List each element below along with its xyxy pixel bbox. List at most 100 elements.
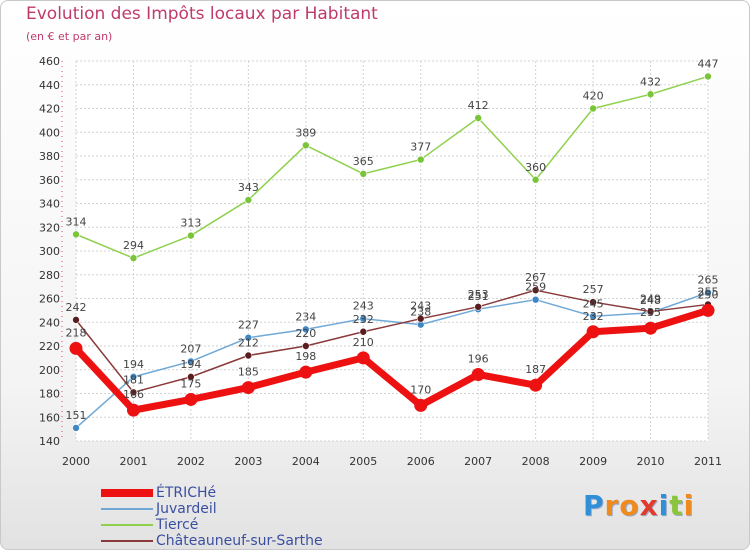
y-tick-label: 160: [39, 411, 60, 424]
data-label: 232: [583, 310, 604, 323]
y-tick-label: 240: [39, 316, 60, 329]
data-point: [187, 231, 195, 240]
y-tick-label: 460: [39, 55, 60, 68]
data-label: 377: [410, 141, 431, 154]
data-label: 257: [583, 283, 604, 296]
chart-title: Evolution des Impôts locaux par Habitant: [26, 4, 378, 24]
data-label: 432: [640, 75, 661, 88]
data-point: [589, 298, 597, 306]
data-point: [302, 342, 310, 350]
data-label: 255: [698, 285, 719, 298]
data-label: 313: [180, 217, 201, 230]
data-label: 245: [583, 297, 604, 310]
series-line: [75, 75, 709, 259]
legend-swatch-juvardeil: [101, 508, 153, 510]
data-point: [471, 368, 485, 381]
chart-subtitle: (en € et par an): [26, 30, 113, 43]
data-label: 166: [123, 388, 144, 401]
logo-letter: r: [604, 489, 620, 522]
y-tick-label: 260: [39, 293, 60, 306]
x-tick-label: 2009: [579, 455, 607, 468]
data-point: [474, 303, 482, 311]
y-tick-label: 380: [39, 150, 60, 163]
y-tick-label: 180: [39, 388, 60, 401]
x-tick-label: 2008: [522, 455, 550, 468]
data-point: [69, 341, 83, 355]
y-tick-label: 360: [39, 174, 60, 187]
y-tick-label: 420: [39, 103, 60, 116]
data-label: 234: [295, 310, 316, 323]
legend-label-juvardeil: Juvardeil: [156, 501, 217, 517]
y-tick-label: 400: [39, 126, 60, 139]
data-point: [184, 392, 198, 406]
logo-letter: i: [683, 489, 695, 522]
legend-label-tierce: Tiercé: [156, 517, 199, 533]
data-point: [646, 90, 655, 99]
x-tick-label: 2011: [694, 455, 722, 468]
data-label: 232: [353, 313, 374, 326]
x-tick-label: 2000: [62, 455, 90, 468]
legend-label-etriche: ÉTRICHé: [156, 485, 217, 501]
logo-letter: i: [658, 489, 670, 522]
data-point: [589, 104, 597, 113]
data-label: 250: [698, 288, 719, 301]
data-label: 181: [123, 373, 144, 386]
data-point: [129, 388, 138, 397]
data-label: 243: [410, 300, 431, 313]
data-point: [701, 303, 715, 317]
data-label: 243: [353, 300, 374, 313]
data-label: 420: [583, 90, 604, 103]
data-point: [416, 314, 425, 323]
x-tick-label: 2010: [637, 455, 665, 468]
y-tick-label: 200: [39, 364, 60, 377]
data-point: [299, 365, 313, 379]
data-point: [474, 114, 482, 122]
data-point: [72, 230, 80, 239]
data-point: [129, 254, 138, 262]
x-tick-label: 2007: [464, 455, 492, 468]
data-label: 194: [180, 358, 201, 371]
data-point: [72, 316, 80, 324]
legend-swatch-etriche: [101, 489, 153, 497]
data-point: [356, 351, 370, 365]
data-label: 207: [180, 342, 201, 355]
data-point: [244, 196, 253, 204]
y-tick-label: 440: [39, 79, 60, 92]
data-point: [414, 398, 428, 412]
data-label: 196: [468, 353, 489, 366]
x-tick-label: 2001: [119, 455, 147, 468]
data-label: 360: [525, 161, 546, 174]
x-tick-label: 2006: [407, 455, 435, 468]
data-label: 170: [410, 383, 431, 396]
data-label: 267: [525, 271, 546, 284]
data-point: [531, 286, 540, 294]
logo-letter: x: [639, 489, 659, 522]
data-point: [302, 141, 310, 150]
y-tick-label: 340: [39, 198, 60, 211]
data-point: [529, 378, 543, 392]
data-point: [359, 170, 368, 178]
data-label: 251: [468, 290, 489, 303]
data-label: 210: [353, 336, 374, 349]
x-tick-label: 2004: [292, 455, 320, 468]
proxiti-logo: Proxiti: [583, 489, 694, 522]
data-label: 212: [238, 337, 259, 350]
data-label: 249: [640, 293, 661, 306]
x-tick-label: 2002: [177, 455, 205, 468]
data-point: [416, 155, 425, 164]
data-label: 265: [698, 274, 719, 287]
legend-swatch-chateauneuf: [101, 540, 153, 542]
data-label: 175: [180, 377, 201, 390]
data-label: 343: [238, 181, 259, 194]
logo-letter: P: [583, 489, 605, 522]
data-label: 253: [468, 288, 489, 301]
data-point: [359, 314, 368, 323]
data-label: 389: [295, 126, 316, 139]
data-point: [244, 351, 253, 360]
data-point: [72, 424, 80, 432]
y-tick-label: 320: [39, 221, 60, 234]
data-label: 185: [238, 366, 259, 379]
data-label: 227: [238, 319, 259, 332]
